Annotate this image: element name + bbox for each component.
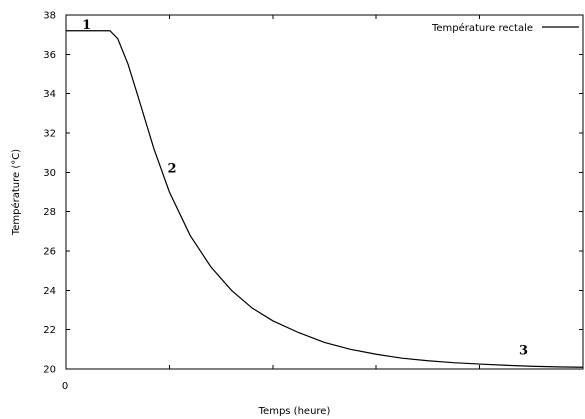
- legend-label: Température rectale: [431, 22, 533, 34]
- y-tick-label: 20: [43, 365, 56, 376]
- annotation-label: 1: [82, 18, 91, 33]
- x-tick-label: 0: [62, 381, 68, 392]
- plot-frame: [65, 14, 584, 370]
- y-tick-label: 36: [43, 50, 56, 61]
- series-line-temperature-rectale: [66, 30, 584, 368]
- x-axis-title: Temps (heure): [258, 406, 331, 417]
- y-tick-label: 34: [43, 89, 56, 100]
- y-axis-title: Température (°C): [10, 149, 22, 236]
- y-tick-label: 22: [43, 325, 56, 336]
- annotation-label: 2: [167, 161, 176, 176]
- y-tick-label: 28: [43, 207, 56, 218]
- y-tick-label: 32: [43, 129, 56, 140]
- y-tick-label: 38: [43, 11, 56, 22]
- y-tick-label: 26: [43, 247, 56, 258]
- y-tick-label: 30: [43, 168, 56, 179]
- y-tick-label: 24: [43, 286, 56, 297]
- annotation-label: 3: [519, 343, 528, 358]
